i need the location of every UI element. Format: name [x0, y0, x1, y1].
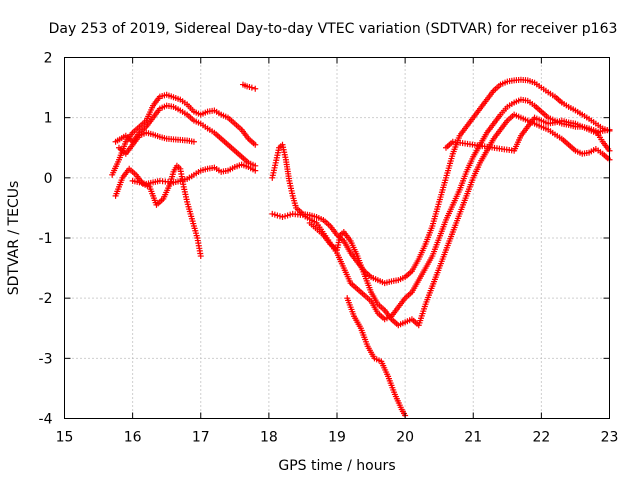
data-point: [190, 138, 197, 145]
y-tick-label: 0: [44, 171, 53, 187]
x-tick-label: 15: [56, 430, 74, 446]
x-tick-label: 18: [260, 430, 278, 446]
data-point: [252, 85, 259, 92]
y-tick-label: 1: [44, 111, 53, 127]
x-tick-label: 19: [328, 430, 346, 446]
x-tick-label: 21: [464, 430, 482, 446]
y-tick-label: -2: [39, 291, 53, 307]
x-tick-label: 20: [396, 430, 414, 446]
data-points: [109, 76, 613, 419]
y-tick-label: -1: [39, 231, 53, 247]
y-tick-label: -4: [39, 412, 53, 428]
x-tick-label: 16: [124, 430, 142, 446]
data-point: [252, 167, 259, 174]
x-tick-label: 22: [532, 430, 550, 446]
data-point: [252, 141, 259, 148]
x-tick-label: 23: [601, 430, 619, 446]
chart-title: Day 253 of 2019, Sidereal Day-to-day VTE…: [49, 21, 618, 37]
data-point: [197, 253, 204, 260]
y-tick-label: -3: [39, 351, 53, 367]
x-tick-labels: 15 16 17 18 19 20 21 22 23: [56, 430, 619, 446]
x-axis-label: GPS time / hours: [278, 458, 395, 474]
x-tick-label: 17: [192, 430, 210, 446]
axis-ticks: [64, 57, 610, 419]
y-axis-label: SDTVAR / TECUs: [6, 181, 22, 296]
y-tick-label: 2: [44, 51, 53, 67]
y-tick-labels: -4 -3 -2 -1 0 1 2: [39, 51, 53, 428]
data-point: [248, 84, 255, 91]
